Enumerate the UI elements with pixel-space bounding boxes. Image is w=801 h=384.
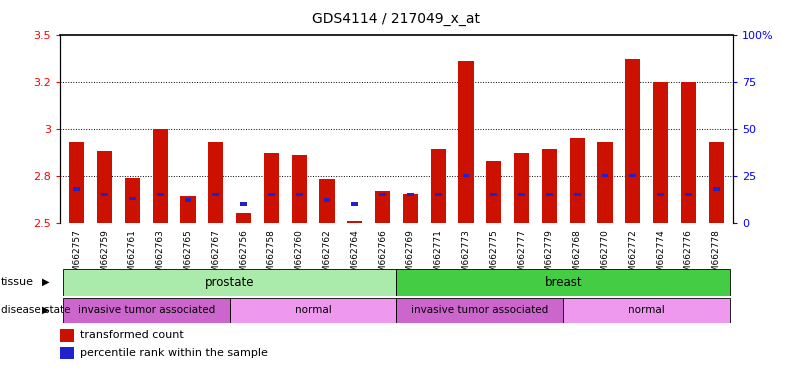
Bar	[630, 174, 636, 177]
Bar	[129, 197, 136, 200]
Bar	[152, 129, 168, 223]
Bar	[101, 193, 108, 196]
Bar	[403, 195, 418, 223]
Bar	[625, 59, 641, 223]
Text: tissue: tissue	[1, 277, 34, 287]
Bar	[324, 199, 331, 202]
Bar	[62, 298, 230, 323]
Bar	[347, 221, 362, 223]
Bar	[379, 193, 386, 196]
Bar	[240, 202, 247, 205]
Bar	[184, 199, 191, 202]
Bar	[602, 174, 609, 177]
Bar	[236, 214, 252, 223]
Bar	[713, 187, 719, 190]
Bar	[264, 153, 279, 223]
Bar	[157, 193, 163, 196]
Bar	[212, 193, 219, 196]
Bar	[60, 347, 74, 359]
Bar	[681, 82, 696, 223]
Bar	[435, 193, 441, 196]
Bar	[60, 329, 74, 342]
Bar	[685, 193, 692, 196]
Bar	[352, 202, 358, 205]
Text: ▶: ▶	[42, 277, 49, 287]
Bar	[541, 149, 557, 223]
Text: invasive tumor associated: invasive tumor associated	[411, 305, 549, 315]
Bar	[518, 193, 525, 196]
Bar	[657, 193, 664, 196]
Bar	[396, 298, 563, 323]
Bar	[563, 298, 731, 323]
Bar	[375, 191, 390, 223]
Bar	[462, 174, 469, 177]
Text: percentile rank within the sample: percentile rank within the sample	[80, 348, 268, 358]
Text: disease state: disease state	[1, 305, 70, 315]
Bar	[546, 193, 553, 196]
Bar	[208, 142, 223, 223]
Bar	[458, 61, 473, 223]
Bar	[69, 142, 84, 223]
Text: normal: normal	[628, 305, 665, 315]
Text: ▶: ▶	[42, 305, 49, 315]
Bar	[490, 193, 497, 196]
Bar	[268, 193, 275, 196]
Bar	[292, 155, 307, 223]
Bar	[598, 142, 613, 223]
Bar	[574, 193, 581, 196]
Bar	[230, 298, 396, 323]
Bar	[407, 193, 414, 196]
Text: normal: normal	[295, 305, 332, 315]
Text: invasive tumor associated: invasive tumor associated	[78, 305, 215, 315]
Bar	[709, 142, 724, 223]
Bar	[653, 82, 668, 223]
Text: prostate: prostate	[205, 276, 255, 289]
Text: GDS4114 / 217049_x_at: GDS4114 / 217049_x_at	[312, 12, 481, 25]
Bar	[320, 179, 335, 223]
Bar	[296, 193, 303, 196]
Bar	[431, 149, 446, 223]
Bar	[125, 177, 140, 223]
Bar	[570, 138, 585, 223]
Bar	[180, 196, 195, 223]
Bar	[62, 269, 396, 296]
Text: transformed count: transformed count	[80, 330, 184, 340]
Text: breast: breast	[545, 276, 582, 289]
Bar	[74, 187, 80, 190]
Bar	[486, 161, 501, 223]
Bar	[97, 151, 112, 223]
Bar	[514, 153, 529, 223]
Bar	[396, 269, 731, 296]
